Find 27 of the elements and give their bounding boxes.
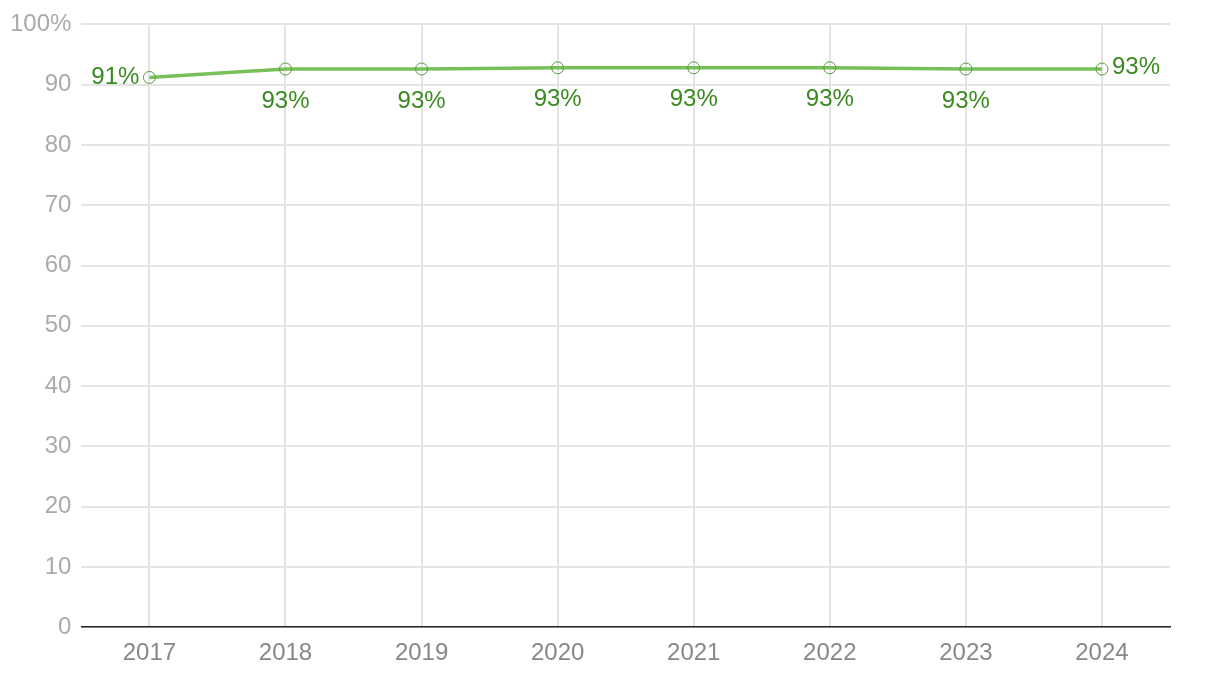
data-label: 93% <box>805 84 854 112</box>
x-tick-label: 2019 <box>394 638 449 666</box>
x-tick-label: 2017 <box>122 638 177 666</box>
y-tick-label: 40 <box>44 370 72 398</box>
y-tick-label: 0 <box>58 611 72 639</box>
data-label: 93% <box>533 84 582 112</box>
data-label: 93% <box>1111 51 1161 79</box>
y-tick-label: 20 <box>44 491 72 519</box>
x-tick-label: 2020 <box>530 638 585 666</box>
y-tick-label: 30 <box>44 430 72 458</box>
y-tick-label: 10 <box>44 551 72 579</box>
data-label: 93% <box>397 85 446 113</box>
y-tick-label: 100% <box>9 9 72 37</box>
y-tick-label: 60 <box>44 250 72 278</box>
x-tick-label: 2024 <box>1075 638 1129 666</box>
y-tick-label: 90 <box>44 69 72 97</box>
data-label: 91% <box>91 62 140 90</box>
data-label: 93% <box>941 85 990 113</box>
y-tick-label: 50 <box>44 310 72 338</box>
x-tick-label: 2021 <box>667 638 721 666</box>
y-tick-label: 80 <box>44 129 72 157</box>
x-tick-label: 2023 <box>939 638 993 666</box>
y-tick-label: 70 <box>44 189 72 217</box>
data-label: 93% <box>669 84 718 112</box>
x-tick-label: 2018 <box>258 638 313 666</box>
data-label: 93% <box>261 85 310 113</box>
x-tick-label: 2022 <box>803 638 857 666</box>
